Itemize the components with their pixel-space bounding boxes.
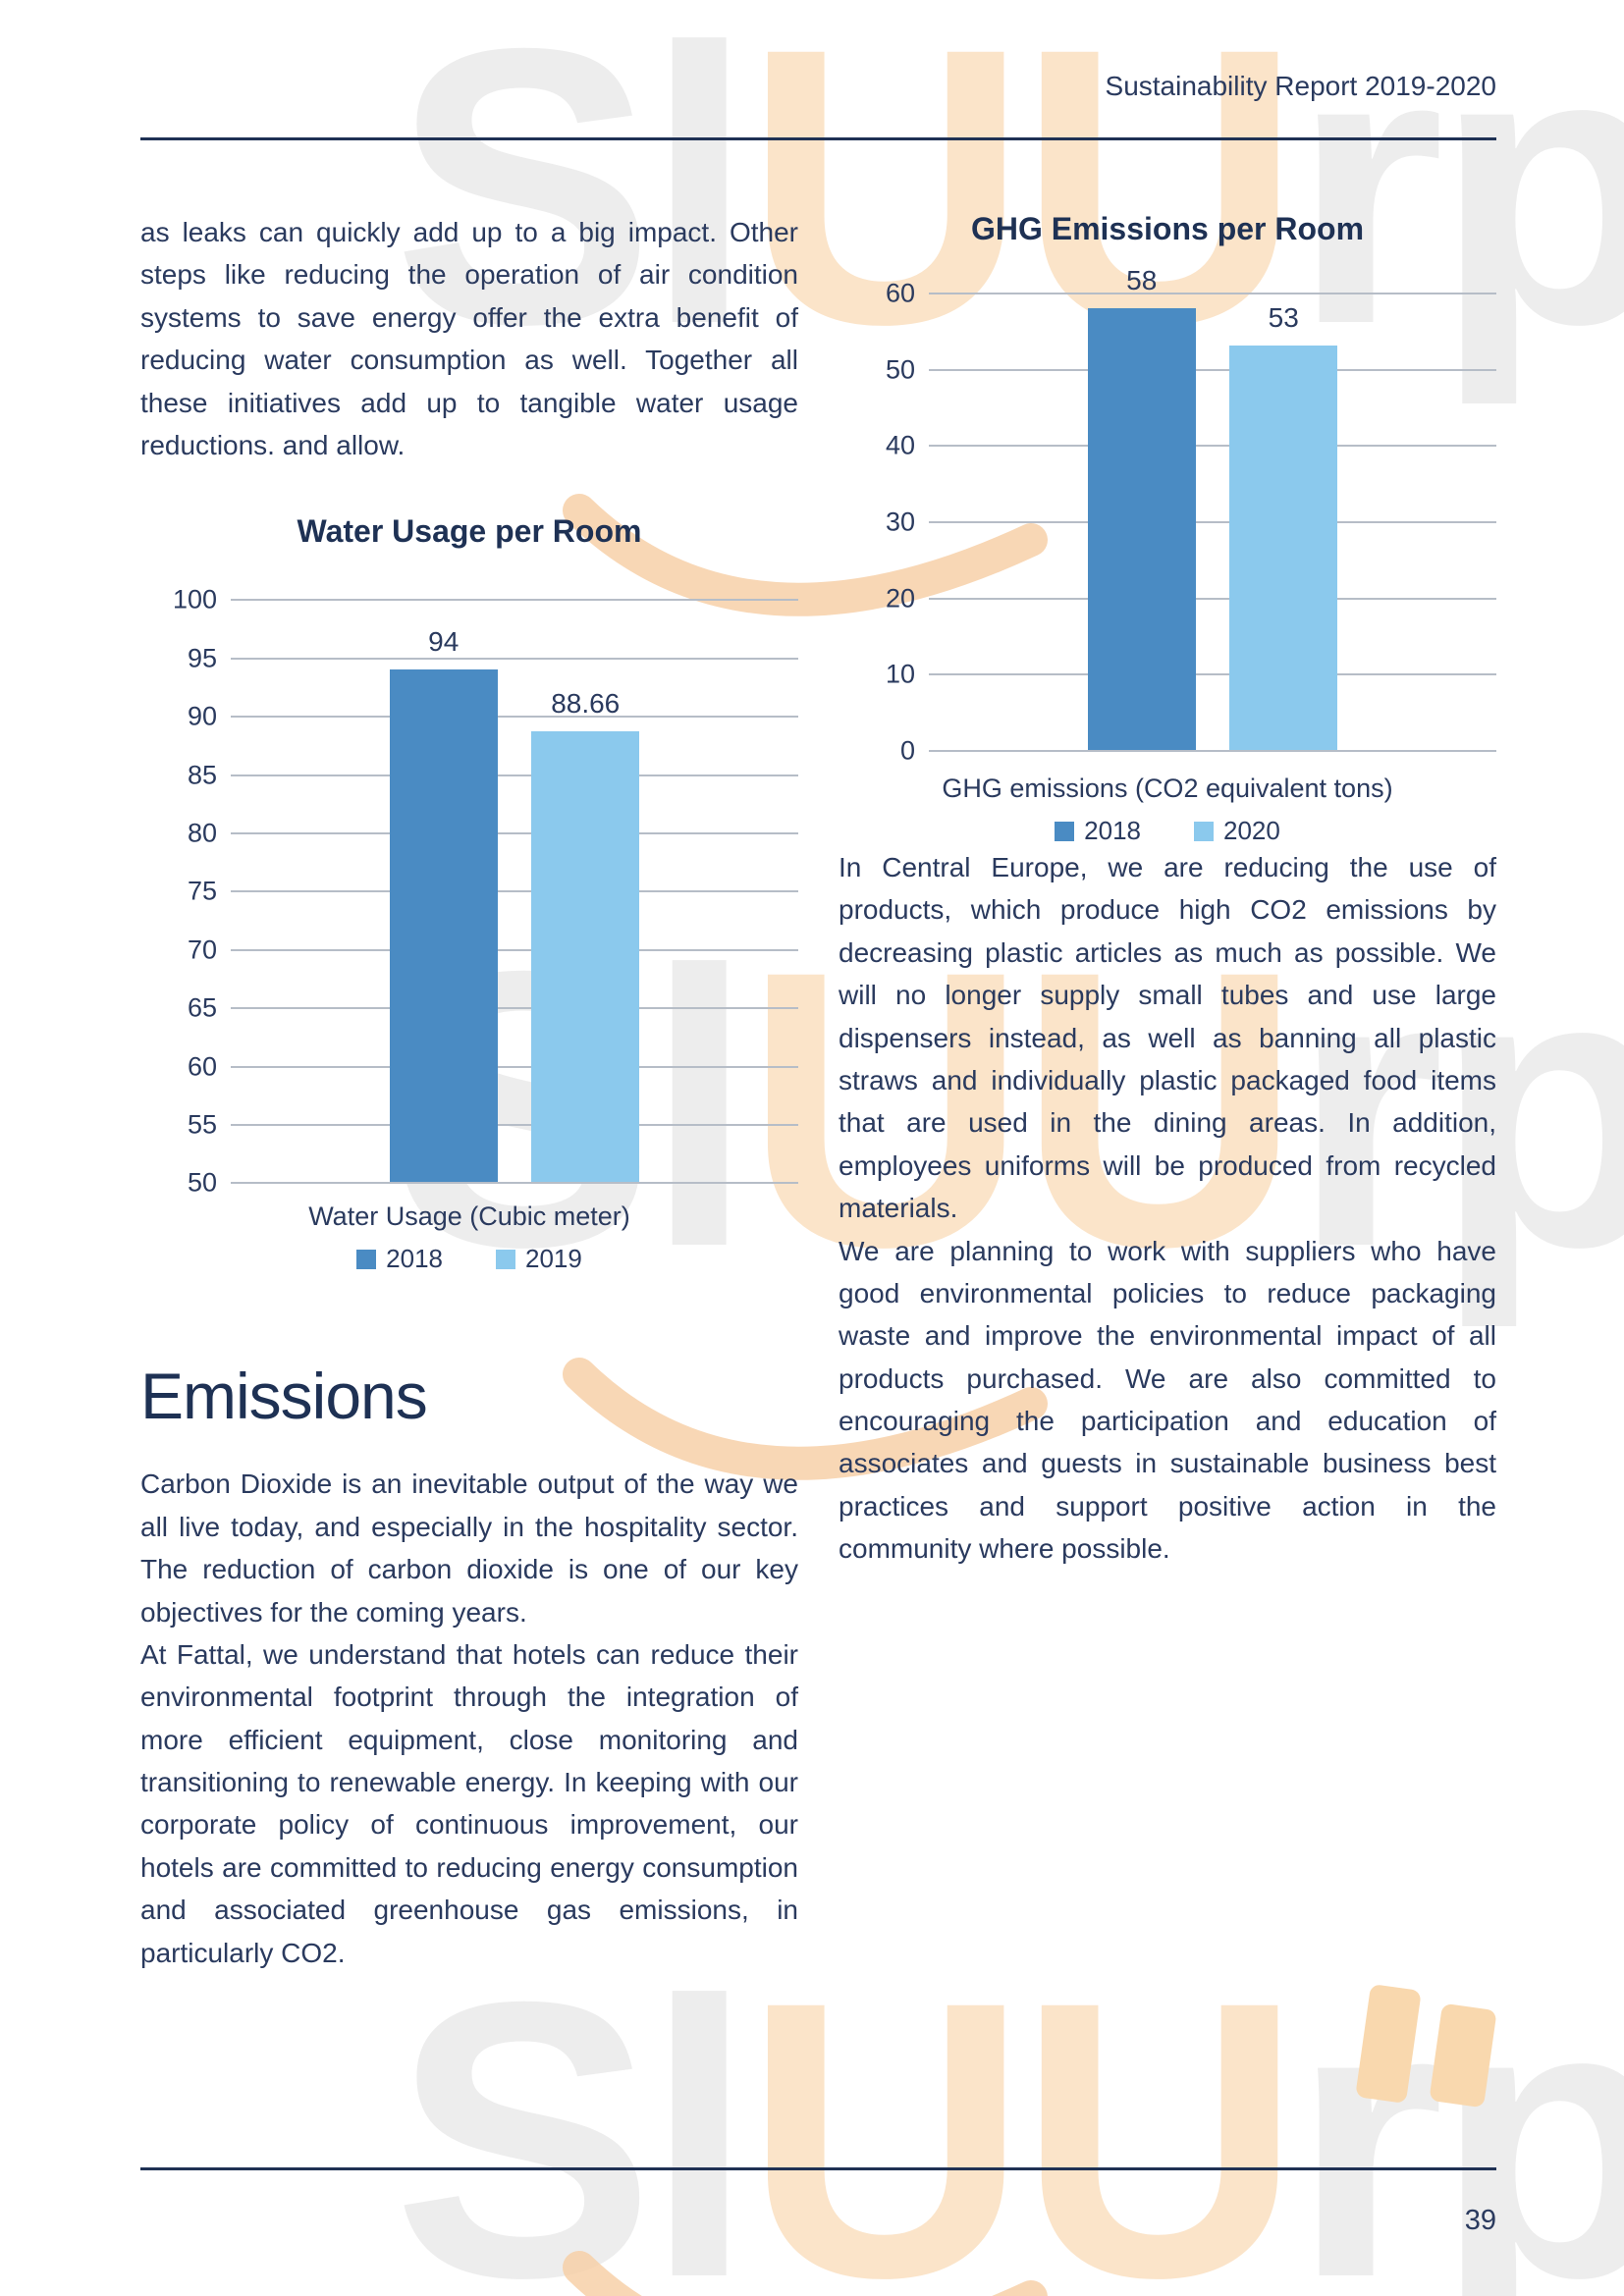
- gridline: 0: [900, 736, 1496, 766]
- y-tick-label: 60: [885, 278, 915, 308]
- y-tick-label: 10: [885, 659, 915, 689]
- bar-value-label: 53: [1268, 302, 1299, 334]
- gridline: 20: [886, 583, 1496, 613]
- bar-2020: 53: [1229, 302, 1338, 750]
- right-column: GHG Emissions per Room 60 50 40 30 20 10 0 58 53…: [839, 211, 1496, 1571]
- water-chart-legend: 2018 2019: [140, 1244, 798, 1274]
- y-tick-label: 80: [187, 818, 217, 848]
- legend-swatch: [1194, 821, 1214, 841]
- ghg-emissions-chart: GHG Emissions per Room 60 50 40 30 20 10 0 58 53…: [839, 211, 1496, 846]
- legend-swatch: [356, 1249, 377, 1269]
- gridline: 95: [188, 643, 798, 672]
- legend-item-2018: 2018: [1055, 816, 1141, 846]
- central-europe-paragraph: In Central Europe, we are reducing the u…: [839, 852, 1496, 1224]
- y-tick-label: 85: [187, 760, 217, 790]
- y-tick-label: 20: [885, 583, 915, 614]
- left-column: as leaks can quickly add up to a big imp…: [140, 211, 798, 1974]
- water-usage-chart: Water Usage per Room 100 95 90 85 80 75 70 65 60…: [140, 513, 798, 1274]
- ghg-chart-x-axis-label: GHG emissions (CO2 equivalent tons): [942, 774, 1393, 803]
- gridline: 30: [886, 507, 1496, 537]
- header-divider: [140, 137, 1496, 140]
- legend-item-2019: 2019: [496, 1244, 582, 1274]
- suppliers-paragraph: We are planning to work with suppliers w…: [839, 1235, 1496, 1565]
- gridline: 50: [886, 354, 1496, 384]
- page-number: 39: [1464, 2205, 1496, 2236]
- y-tick-label: 50: [187, 1167, 217, 1198]
- report-header-title: Sustainability Report 2019-2020: [1105, 71, 1496, 101]
- y-tick-label: 60: [187, 1051, 217, 1082]
- gridline: 70: [188, 934, 798, 964]
- gridline: 75: [188, 877, 798, 906]
- legend-swatch: [1055, 821, 1075, 841]
- bar-value-label: 58: [1126, 264, 1158, 295]
- y-tick-label: 100: [172, 584, 217, 614]
- y-tick-label: 0: [899, 735, 915, 766]
- y-tick-label: 70: [187, 934, 217, 965]
- bar-value-label: 94: [428, 625, 460, 657]
- y-tick-label: 40: [885, 430, 915, 460]
- gridline: 65: [188, 993, 798, 1023]
- y-tick-label: 30: [885, 507, 915, 537]
- gridline: 10: [886, 660, 1496, 689]
- legend-item-2018: 2018: [356, 1244, 443, 1274]
- ghg-chart-title: GHG Emissions per Room: [970, 211, 1365, 246]
- gridline: 55: [188, 1109, 798, 1139]
- legend-swatch: [496, 1249, 515, 1269]
- legend-label: 2019: [525, 1244, 582, 1274]
- gridline: 100: [173, 585, 798, 614]
- bar-value-label: 88.66: [551, 688, 621, 720]
- gridline: 50: [188, 1168, 798, 1198]
- gridline: 60: [886, 279, 1496, 308]
- gridline: 80: [188, 818, 798, 847]
- legend-item-2020: 2020: [1194, 816, 1280, 846]
- y-tick-label: 65: [187, 992, 217, 1023]
- gridline: 90: [188, 702, 798, 731]
- legend-label: 2020: [1223, 816, 1280, 845]
- gridline: 40: [886, 431, 1496, 460]
- fattal-paragraph: At Fattal, we understand that hotels can…: [140, 1638, 798, 1968]
- sluurpy-watermark: SlUUrpy: [393, 0, 1624, 405]
- watermark-swoosh: [563, 494, 1048, 616]
- emissions-heading: Emissions: [140, 1360, 428, 1433]
- water-chart-plot: 100 95 90 85 80 75 70 65 60 55 50 94 88.66: [173, 585, 798, 1198]
- footer-divider: [140, 2167, 1496, 2170]
- bar-2019: 88.66: [531, 688, 640, 1183]
- y-tick-label: 50: [885, 354, 915, 385]
- watermark-swoosh: [563, 1358, 1048, 1480]
- gridline: 60: [188, 1051, 798, 1081]
- carbon-dioxide-paragraph: Carbon Dioxide is an inevitable output o…: [140, 1468, 798, 1628]
- ghg-chart-legend: 2018 2020: [839, 816, 1496, 846]
- water-chart-x-axis-label: Water Usage (Cubic meter): [308, 1201, 630, 1232]
- y-tick-label: 95: [187, 643, 217, 673]
- legend-label: 2018: [386, 1244, 443, 1274]
- bar-2018: 58: [1087, 265, 1196, 750]
- sluurpy-watermark: SlUUrpy: [393, 1920, 1624, 2296]
- gridline: 85: [188, 760, 798, 789]
- ghg-chart-plot: 60 50 40 30 20 10 0 58 53: [886, 265, 1496, 766]
- water-chart-title: Water Usage per Room: [297, 513, 642, 550]
- legend-label: 2018: [1084, 816, 1141, 845]
- bar-2018: 94: [389, 626, 498, 1183]
- y-tick-label: 55: [187, 1109, 217, 1140]
- y-tick-label: 75: [187, 876, 217, 906]
- intro-paragraph: as leaks can quickly add up to a big imp…: [140, 217, 798, 460]
- y-tick-label: 90: [187, 701, 217, 731]
